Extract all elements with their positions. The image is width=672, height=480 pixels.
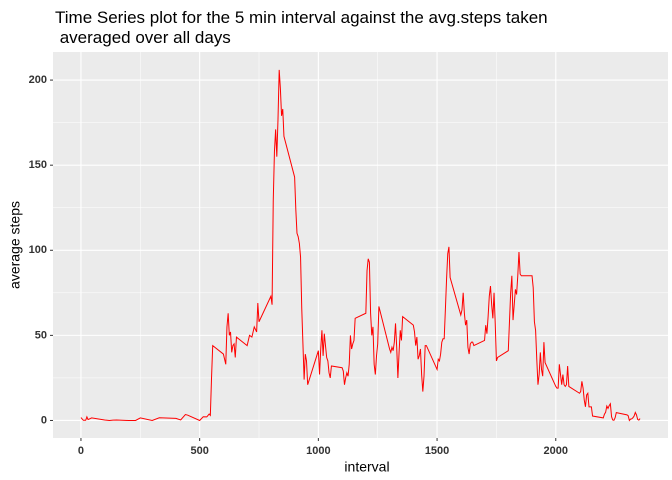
plot-panel xyxy=(53,52,668,438)
data-line xyxy=(80,69,641,422)
x-tick-label: 2000 xyxy=(544,445,568,457)
y-tick-label: 100 xyxy=(29,244,47,256)
x-tick-label: 0 xyxy=(78,445,84,457)
x-axis-label: interval xyxy=(344,459,389,475)
x-tick-label: 1000 xyxy=(306,445,330,457)
y-tick-label: 200 xyxy=(29,74,47,86)
y-axis-label: average steps xyxy=(7,201,23,289)
chart-title: Time Series plot for the 5 min interval … xyxy=(55,8,548,47)
y-tick-label: 0 xyxy=(41,414,47,426)
y-tick-label: 50 xyxy=(35,329,47,341)
x-tick-label: 1500 xyxy=(425,445,449,457)
y-tick-label: 150 xyxy=(29,159,47,171)
x-tick-label: 500 xyxy=(190,445,208,457)
